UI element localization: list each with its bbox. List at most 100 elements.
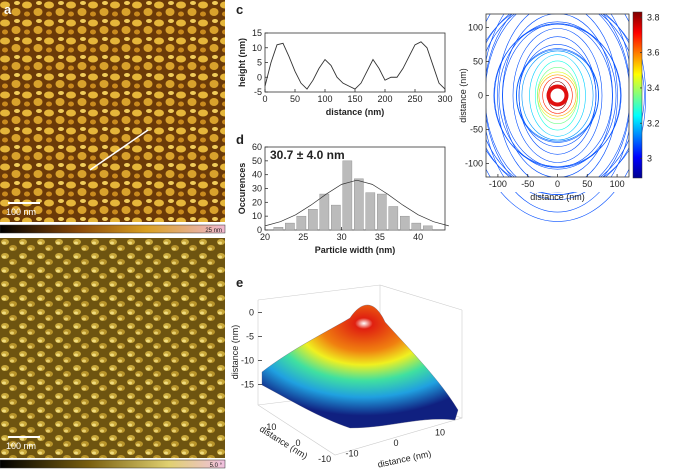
x-tick-label: 30 [337,232,347,242]
y-axis-label: distance (nm) [458,68,468,123]
x-tick-label: 50 [582,179,592,189]
contour-line [516,48,599,143]
y-tick-label: 5 [257,58,262,68]
contour-line [516,49,599,142]
afm-image-a [0,0,225,222]
plot-frame [264,32,446,93]
surface [261,304,459,429]
bar [377,193,387,231]
contour-line [536,67,579,124]
colorbar-label: 25 nm [205,228,222,234]
colorbar [632,11,643,179]
bar [365,192,376,231]
y-axis-label: Occurences [237,163,247,215]
x-tick-label: 25 [298,232,308,242]
colorbar-tick-label: 3.8 [647,12,660,22]
contour-line [512,28,603,163]
y-tick-label: 30 [252,184,262,194]
colorbar-label: 5.0 ° [210,463,223,469]
x-tick-label: -10 [318,454,331,464]
z-axis-label: distance (nm) [230,325,240,380]
y-tick-label: 15 [252,28,262,38]
x-tick-label: 0 [295,438,300,448]
bar [342,160,353,231]
x-axis-label: distance (nm) [258,424,310,461]
contour-line [494,23,621,168]
x-tick-label: 300 [437,94,452,104]
y-tick-label: -5 [254,87,262,97]
y-tick-label: 60 [252,142,262,152]
x-tick-label: 200 [377,94,392,104]
bar [354,178,364,231]
bar [308,209,318,231]
contour-line [542,77,573,114]
colorbar-tick-label: 3.4 [647,83,660,93]
contour-line [473,0,642,195]
contour-line [521,50,594,141]
profile-line [264,41,446,90]
x-tick-label: 10 [266,422,276,432]
x-tick-label: 0 [262,94,267,104]
y-tick-label: 50 [473,57,483,67]
y-tick-label: -50 [470,124,483,134]
y-tick-label: 20 [252,197,262,207]
contour-line [497,2,618,189]
z-tick-label: 0 [249,308,254,318]
bar [399,215,410,231]
y-tick-label: 100 [468,23,483,33]
y-tick-label: 0 [257,72,262,82]
x-axis-label: distance (nm) [530,192,585,202]
x-tick-label: -100 [489,179,507,189]
y-axis-label: distance (nm) [377,449,432,470]
contour-line [529,54,586,137]
x-tick-label: 40 [413,232,423,242]
bar [388,206,399,231]
colorbar-tick-label: 3.2 [647,118,660,128]
panel-label: d [236,132,244,147]
bar [285,222,295,231]
contour-line [498,21,617,170]
contour-line [538,74,577,117]
z-tick-label: -5 [246,332,254,342]
y-tick-label: 40 [252,170,262,180]
x-tick-label: 35 [375,232,385,242]
y-tick-label: 10 [252,43,262,53]
bar [331,204,341,231]
colorbar-tick-label: 3.6 [647,48,660,58]
afm-image-b [0,238,225,458]
histogram-title: 30.7 ± 4.0 nm [270,148,345,162]
x-axis-label: distance (nm) [326,107,385,117]
contour-core [546,84,569,107]
contour-line [484,0,631,200]
colorbar [0,459,226,469]
x-tick-label: 50 [290,94,300,104]
frame-mask [466,0,636,14]
x-tick-label: 100 [317,94,332,104]
y-axis-label: height (nm) [237,38,247,87]
y-tick-label: 10 [435,427,445,437]
bar [319,193,330,231]
y-tick-label: 10 [252,211,262,221]
bar [411,222,422,231]
x-tick-label: 0 [555,179,560,189]
y-tick-label: -100 [465,158,483,168]
x-tick-label: 150 [347,94,362,104]
contour-line [537,71,578,120]
scale-bar-label: 100 nm [6,207,36,217]
y-tick-label: -10 [345,449,358,459]
contour-line [534,60,581,131]
profile-line [89,129,149,171]
z-tick-label: -15 [241,380,254,390]
frame-mask [629,0,633,190]
x-tick-label: -50 [521,179,534,189]
x-axis-label: Particle width (nm) [315,245,396,255]
plot-frame [485,13,630,178]
frame-mask [466,177,636,192]
scale-bar-label: 100 nm [6,441,36,451]
colorbar [0,224,226,234]
y-tick-label: 0 [257,225,262,235]
contour-line [484,0,631,195]
y-tick-label: 50 [252,156,262,166]
x-tick-label: 250 [407,94,422,104]
